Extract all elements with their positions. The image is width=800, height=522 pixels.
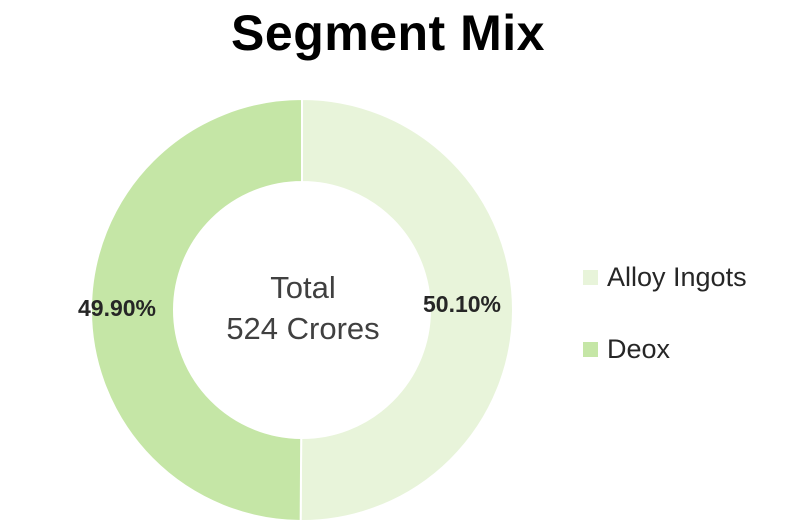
legend-swatch-deox <box>583 341 598 357</box>
chart-title: Segment Mix <box>231 5 545 61</box>
legend-label-alloy-ingots: Alloy Ingots <box>607 261 747 292</box>
legend: Alloy Ingots Deox <box>583 258 747 402</box>
center-label-value: 524 Crores <box>226 311 380 346</box>
legend-item-deox[interactable]: Deox <box>583 330 747 368</box>
donut-slice-alloy-ingots[interactable] <box>299 97 514 522</box>
legend-item-alloy-ingots[interactable]: Alloy Ingots <box>583 258 747 296</box>
donut-slice-deox[interactable] <box>90 97 303 522</box>
center-label-total: Total <box>270 270 336 305</box>
legend-label-deox: Deox <box>607 333 671 364</box>
data-label-alloy-ingots: 50.10% <box>423 291 502 317</box>
legend-swatch-alloy-ingots <box>583 269 598 285</box>
data-label-deox: 49.90% <box>78 295 157 321</box>
